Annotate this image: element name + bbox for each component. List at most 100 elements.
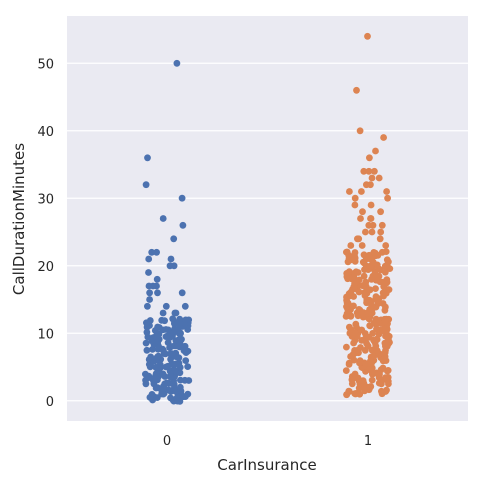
data-point: [356, 357, 364, 364]
data-point: [149, 345, 156, 353]
data-point: [368, 376, 376, 384]
data-point: [352, 320, 360, 328]
data-point: [182, 357, 190, 364]
data-point: [184, 390, 192, 398]
data-point: [159, 215, 167, 222]
data-point: [171, 309, 179, 317]
data-point: [146, 296, 154, 303]
data-point: [162, 363, 170, 371]
data-point: [167, 394, 174, 402]
data-point: [381, 317, 389, 325]
data-point: [371, 167, 378, 175]
data-point: [149, 282, 157, 290]
data-point: [372, 147, 379, 155]
y-tick-label: 0: [46, 395, 54, 410]
data-point: [182, 316, 190, 324]
data-point: [170, 262, 178, 270]
data-point: [367, 353, 375, 361]
data-point: [156, 361, 164, 368]
data-point: [346, 188, 353, 195]
data-point: [153, 354, 161, 361]
data-point: [372, 293, 380, 300]
data-point: [380, 134, 387, 141]
data-point: [164, 326, 172, 334]
data-point: [144, 154, 151, 162]
data-point: [184, 363, 192, 370]
data-point: [351, 201, 359, 209]
data-point: [162, 302, 170, 310]
data-point: [144, 302, 151, 310]
data-point: [360, 251, 368, 259]
data-points: [142, 32, 394, 405]
data-point: [343, 343, 350, 351]
data-point: [146, 289, 154, 297]
data-point: [148, 248, 156, 256]
x-axis-title: CarInsurance: [217, 456, 316, 474]
data-point: [366, 154, 373, 162]
data-point: [168, 350, 176, 358]
data-point: [376, 235, 384, 243]
data-point: [146, 317, 154, 324]
data-point: [363, 181, 370, 189]
data-point: [383, 256, 391, 264]
data-point: [351, 194, 359, 202]
data-point: [343, 270, 351, 277]
data-point: [372, 285, 379, 292]
data-point: [355, 235, 363, 243]
data-point: [142, 339, 150, 347]
data-point: [368, 364, 376, 372]
data-point: [358, 188, 365, 195]
data-point: [176, 315, 184, 323]
data-point: [147, 353, 155, 361]
data-point: [175, 337, 183, 344]
data-point: [357, 344, 364, 351]
data-point: [155, 324, 163, 331]
data-point: [369, 221, 377, 229]
x-tick-label: 0: [163, 434, 171, 449]
data-point: [142, 181, 150, 189]
data-point: [383, 386, 390, 394]
data-point: [351, 249, 359, 256]
data-point: [377, 266, 384, 274]
data-point: [385, 286, 393, 293]
data-point: [153, 275, 161, 283]
data-point: [383, 276, 391, 284]
data-point: [378, 387, 385, 395]
data-point: [181, 302, 189, 310]
data-point: [164, 339, 172, 346]
data-point: [142, 370, 149, 378]
data-point: [350, 302, 357, 310]
data-point: [346, 323, 353, 331]
data-point: [173, 59, 181, 67]
data-point: [359, 208, 366, 216]
data-point: [143, 346, 151, 354]
data-point: [367, 215, 375, 222]
data-point: [154, 289, 161, 297]
data-point: [145, 269, 152, 276]
data-point: [148, 391, 156, 398]
data-point: [355, 276, 363, 284]
data-point: [377, 208, 384, 216]
data-point: [372, 315, 380, 323]
data-point: [362, 278, 370, 286]
data-point: [377, 228, 385, 236]
y-axis-title: CallDurationMinutes: [10, 143, 28, 295]
plot-background: [67, 16, 468, 421]
data-point: [379, 289, 387, 297]
data-point: [158, 316, 166, 324]
data-point: [357, 215, 364, 222]
data-point: [384, 374, 392, 381]
data-point: [353, 86, 360, 94]
data-point: [382, 242, 390, 249]
y-tick-label: 50: [37, 57, 54, 72]
data-point: [342, 367, 350, 374]
data-point: [356, 390, 364, 398]
data-point: [379, 364, 387, 372]
data-point: [163, 379, 170, 387]
data-point: [383, 188, 390, 195]
data-point: [375, 174, 383, 182]
data-point: [351, 370, 359, 378]
data-point: [368, 174, 376, 182]
data-point: [365, 167, 373, 175]
